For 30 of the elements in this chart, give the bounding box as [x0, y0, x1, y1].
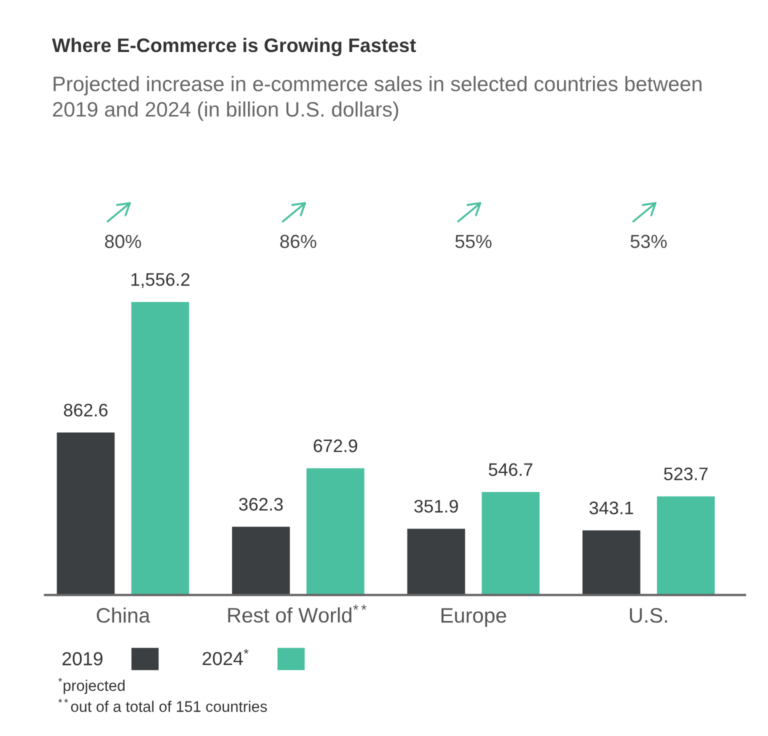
- bar: [407, 528, 466, 595]
- text: 80%: [105, 234, 142, 248]
- chart-title: Where E-Commerce is Growing Fastest: [52, 38, 416, 56]
- legend-label: 2019: [62, 652, 102, 666]
- text: 53%: [630, 234, 667, 248]
- text: $^{**}$out of a total of 151 countries: [58, 698, 267, 712]
- x-tick-label: China: [96, 608, 150, 623]
- bar: [232, 526, 290, 595]
- bar: [482, 492, 540, 595]
- data-label: 343.1: [589, 502, 634, 514]
- data-label: 351.9: [414, 500, 458, 513]
- chart-subtitle: Projected increase in e-commerce sales in selected countries between 2019 and 2024 (in billion U.S. dollars): [53, 76, 702, 121]
- data-label: 523.7: [664, 468, 708, 480]
- bar: [56, 432, 115, 595]
- data-label: 672.9: [314, 439, 358, 452]
- data-label: 1,556.2: [131, 273, 190, 288]
- bar: [306, 468, 364, 595]
- bar: [582, 530, 640, 595]
- bar: [131, 302, 190, 595]
- data-label: 862.6: [64, 404, 108, 416]
- data-label: 546.7: [488, 463, 532, 476]
- text: 55%: [455, 234, 492, 248]
- x-tick-label: Europe: [442, 608, 506, 627]
- x-tick-label: U.S.: [630, 608, 667, 623]
- x-tick-label: Rest of World$^{**}$: [228, 604, 366, 623]
- text: $^{*}$projected: [58, 678, 125, 694]
- data-label: 362.3: [239, 498, 283, 511]
- bar: [656, 496, 715, 595]
- legend-label: 2024$^{*}$: [202, 649, 249, 666]
- text: 86%: [280, 234, 316, 248]
